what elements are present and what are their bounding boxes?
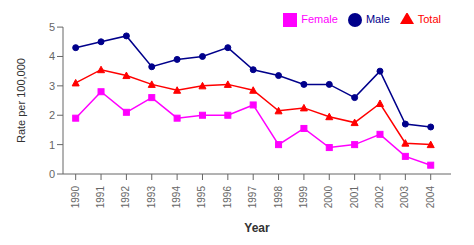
svg-text:4: 4	[49, 50, 55, 62]
svg-text:0: 0	[49, 168, 55, 180]
svg-text:Year: Year	[244, 221, 270, 235]
svg-text:1991: 1991	[95, 186, 106, 209]
svg-text:1998: 1998	[273, 186, 284, 209]
svg-text:2004: 2004	[425, 186, 436, 209]
svg-text:1995: 1995	[196, 186, 207, 209]
svg-text:2000: 2000	[323, 186, 334, 209]
svg-text:2002: 2002	[374, 186, 385, 209]
svg-text:1990: 1990	[70, 186, 81, 209]
html-text:Total: Total	[417, 13, 441, 25]
svg-text:1993: 1993	[146, 186, 157, 209]
html-text:Female: Female	[301, 13, 338, 25]
svg-text:5: 5	[49, 21, 55, 33]
svg-text:1994: 1994	[171, 186, 182, 209]
html-text:Male: Male	[365, 13, 390, 25]
svg-text:2: 2	[49, 109, 55, 121]
svg-text:1999: 1999	[298, 186, 309, 209]
svg-text:2003: 2003	[399, 186, 410, 209]
svg-text:1997: 1997	[247, 186, 258, 209]
svg-text:1: 1	[49, 139, 55, 151]
svg-text:2001: 2001	[349, 186, 360, 209]
svg-text:1992: 1992	[120, 186, 131, 209]
svg-text:1996: 1996	[222, 186, 233, 209]
svg-text:3: 3	[49, 80, 55, 92]
svg-text:Rate per 100,000: Rate per 100,000	[15, 58, 27, 143]
